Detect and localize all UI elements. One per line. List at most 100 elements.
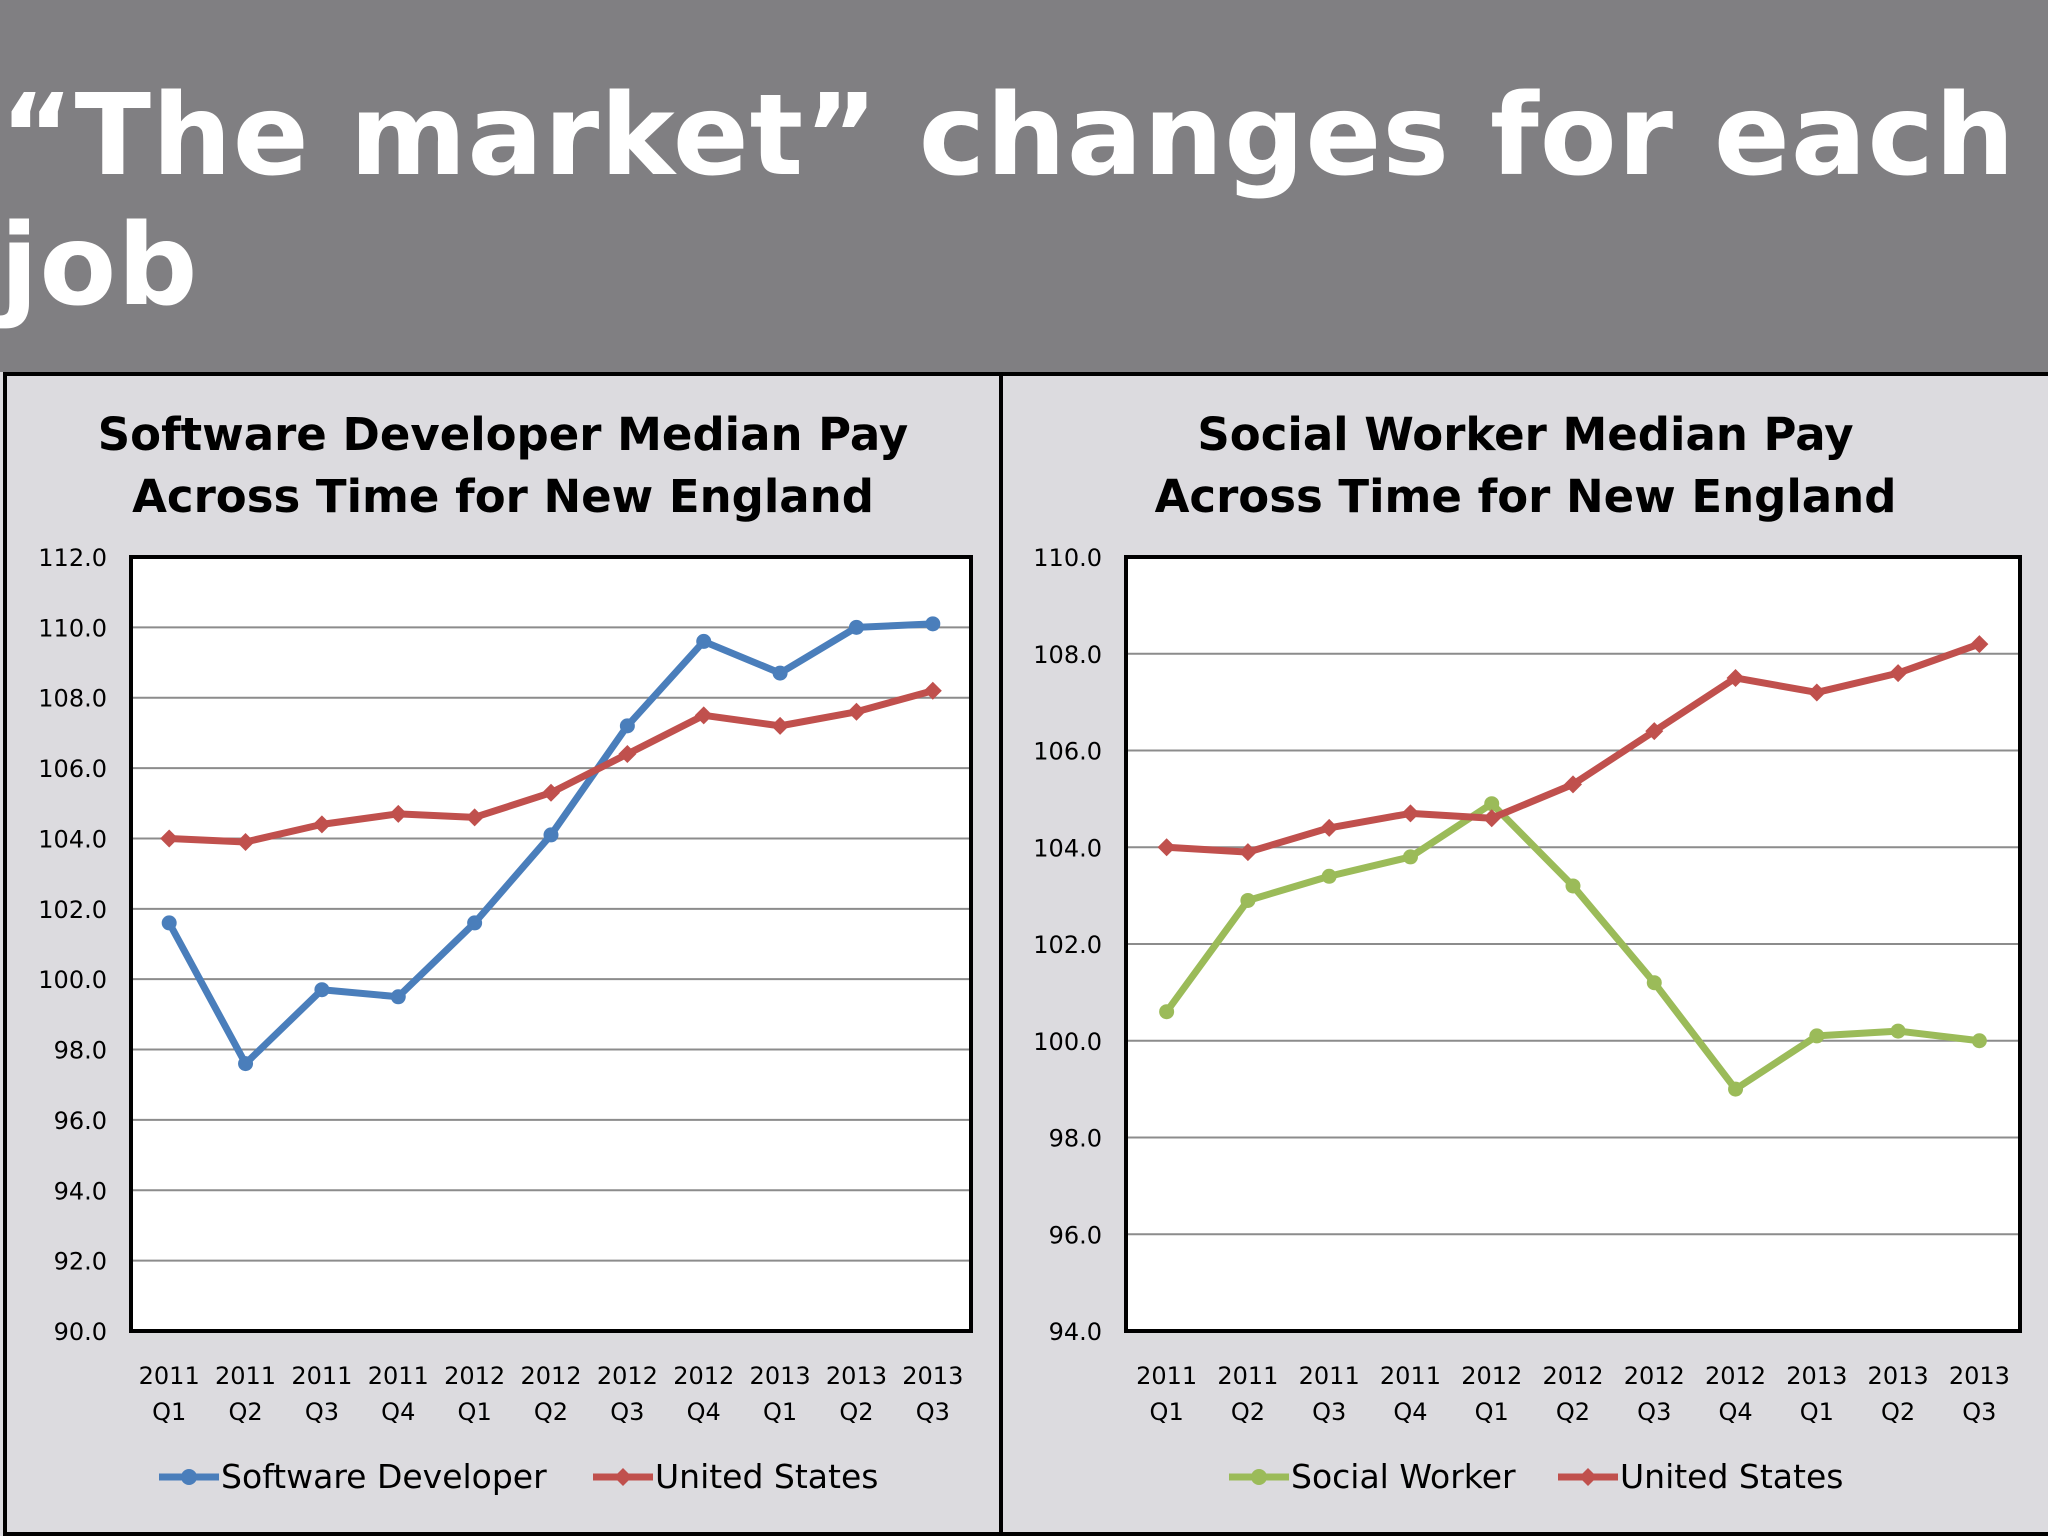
chart-title-line-1: Social Worker Median Pay: [1197, 408, 1854, 461]
x-tick-label-quarter: Q1: [152, 1398, 186, 1426]
legend-marker: [614, 1468, 632, 1486]
legend-label: United States: [1620, 1457, 1843, 1496]
data-point: [1645, 722, 1664, 741]
chart-title: Social Worker Median Pay Across Time for…: [1003, 404, 2048, 528]
chart-title-line-2: Across Time for New England: [132, 470, 874, 523]
chart-title-line-1: Software Developer Median Pay: [97, 408, 909, 461]
legend-item-1: United States: [593, 1457, 878, 1496]
y-tick-label: 98.0: [54, 1037, 107, 1065]
data-point: [1728, 1081, 1744, 1097]
x-tick-label-quarter: Q4: [381, 1398, 415, 1426]
data-point: [772, 665, 788, 681]
data-point: [925, 616, 941, 632]
plot-area: [131, 557, 971, 1331]
x-tick-label-year: 2013: [750, 1362, 811, 1390]
legend-marker: [181, 1469, 197, 1485]
y-tick-label: 94.0: [1049, 1318, 1102, 1346]
legend-marker: [1251, 1469, 1267, 1485]
x-tick-label-year: 2011: [139, 1362, 200, 1390]
y-tick-label: 100.0: [38, 966, 107, 994]
data-point: [1484, 796, 1500, 812]
legend-marker: [1579, 1468, 1597, 1486]
x-tick-label-quarter: Q3: [305, 1398, 339, 1426]
data-point: [389, 804, 408, 823]
y-tick-label: 92.0: [54, 1248, 107, 1276]
y-tick-label: 102.0: [38, 896, 107, 924]
x-tick-label-year: 2012: [1542, 1362, 1603, 1390]
x-tick-label-year: 2012: [1461, 1362, 1522, 1390]
legend-item-0: Social Worker: [1229, 1457, 1516, 1496]
x-tick-label-quarter: Q4: [1718, 1398, 1752, 1426]
x-tick-label-year: 2013: [826, 1362, 887, 1390]
data-point: [312, 815, 331, 834]
y-tick-label: 108.0: [1033, 641, 1102, 669]
x-tick-label-quarter: Q3: [1637, 1398, 1671, 1426]
plot-border: [129, 555, 973, 1333]
x-tick-label-quarter: Q1: [1800, 1398, 1834, 1426]
line-chart-software-developer: 90.0 92.0 94.0 96.0 98.0 100.0 102.0 104.0 106.0…: [38, 544, 973, 1496]
x-tick-label-quarter: Q3: [1312, 1398, 1346, 1426]
chart-panel-social-worker: Social Worker Median Pay Across Time for…: [999, 372, 2048, 1536]
y-tick-label: 110.0: [1033, 544, 1102, 572]
data-point: [1321, 868, 1337, 884]
data-point: [696, 633, 712, 649]
x-tick-label-year: 2011: [1217, 1362, 1278, 1390]
data-point: [238, 1056, 254, 1072]
x-tick-label-quarter: Q2: [1556, 1398, 1590, 1426]
x-tick-label-year: 2013: [1949, 1362, 2010, 1390]
y-tick-label: 90.0: [54, 1318, 107, 1346]
data-point: [1564, 775, 1582, 794]
y-tick-label: 104.0: [1033, 834, 1102, 862]
data-point: [160, 829, 179, 848]
data-point: [1970, 635, 1989, 654]
chart-panel-software-developer: Software Developer Median Pay Across Tim…: [3, 372, 1003, 1536]
x-tick-label-year: 2013: [902, 1362, 963, 1390]
x-tick-label-quarter: Q3: [610, 1398, 644, 1426]
x-tick-label-quarter: Q4: [1393, 1398, 1427, 1426]
line-chart-social-worker: 94.0 96.0 98.0 100.0 102.0 104.0 106.0 108.0 110…: [1033, 544, 2022, 1496]
data-point: [1807, 683, 1826, 702]
x-tick-label-quarter: Q2: [534, 1398, 568, 1426]
data-point: [1809, 1028, 1825, 1044]
x-tick-label-quarter: Q1: [1475, 1398, 1509, 1426]
x-tick-label-year: 2011: [1299, 1362, 1360, 1390]
plot-border: [1124, 555, 2022, 1333]
y-tick-label: 100.0: [1033, 1028, 1102, 1056]
data-point: [1889, 664, 1908, 683]
data-point: [1482, 809, 1501, 828]
x-tick-label-quarter: Q2: [228, 1398, 262, 1426]
x-tick-label-year: 2011: [1380, 1362, 1441, 1390]
chart-title-line-2: Across Time for New England: [1154, 470, 1897, 523]
y-tick-label: 104.0: [38, 825, 107, 853]
chart-title: Software Developer Median Pay Across Tim…: [7, 404, 999, 528]
data-point: [619, 718, 635, 734]
x-tick-label-year: 2012: [673, 1362, 734, 1390]
legend-label: United States: [655, 1457, 878, 1496]
data-point: [314, 982, 330, 998]
data-point: [848, 619, 864, 635]
x-tick-label-quarter: Q2: [1231, 1398, 1265, 1426]
x-tick-label-quarter: Q2: [839, 1398, 873, 1426]
data-point: [847, 702, 866, 721]
data-point: [1238, 843, 1257, 862]
data-point: [1726, 668, 1745, 687]
y-tick-label: 102.0: [1033, 931, 1102, 959]
data-point: [694, 706, 713, 725]
data-point: [1565, 878, 1581, 894]
x-tick-label-year: 2011: [1136, 1362, 1197, 1390]
data-point: [1157, 838, 1176, 857]
legend-item-0: Software Developer: [159, 1457, 547, 1496]
data-point: [1320, 818, 1339, 837]
slide-title: “The market” changes for each job: [0, 71, 2016, 331]
data-point: [1159, 1004, 1175, 1020]
y-tick-label: 112.0: [38, 544, 107, 572]
data-point: [1971, 1033, 1987, 1049]
x-tick-label-year: 2012: [597, 1362, 658, 1390]
x-tick-label-year: 2011: [368, 1362, 429, 1390]
data-point: [390, 989, 406, 1005]
legend-item-1: United States: [1558, 1457, 1843, 1496]
data-point: [467, 915, 483, 931]
x-tick-label-year: 2012: [520, 1362, 581, 1390]
y-tick-label: 108.0: [38, 685, 107, 713]
data-point: [1890, 1023, 1906, 1039]
